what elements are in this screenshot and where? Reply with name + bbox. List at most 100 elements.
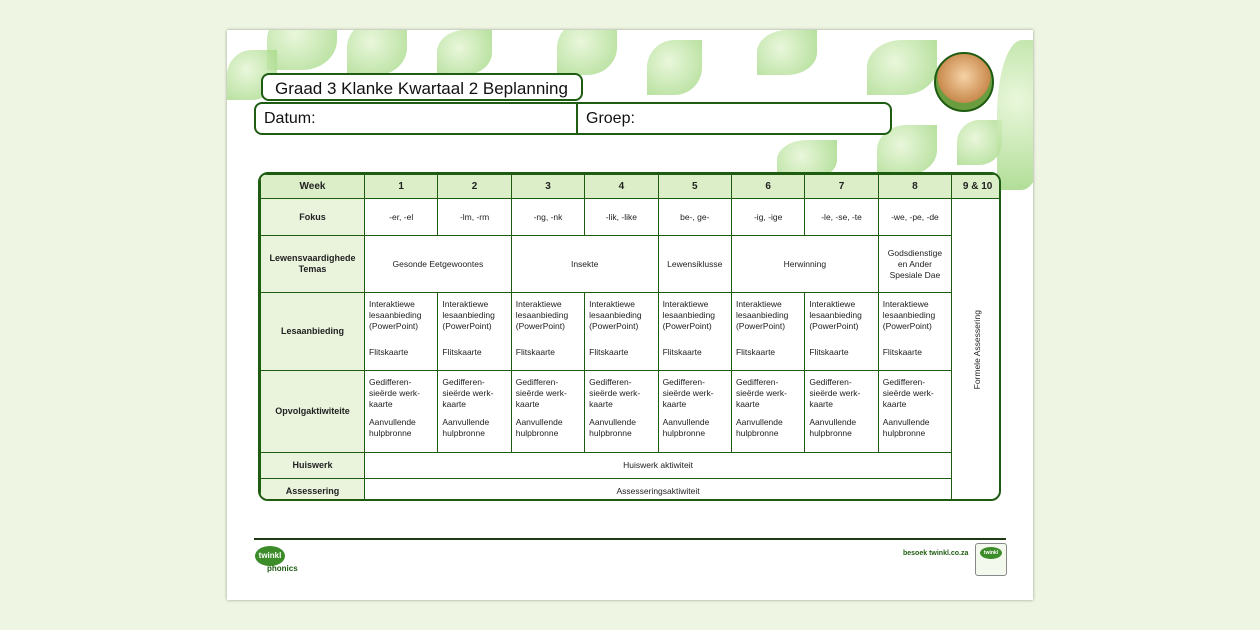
cell-line: Flitskaarte [589,347,629,357]
table-cell: Gedifferen-sieërde werk-kaarte Aanvullend… [437,370,512,453]
header-cell: 6 [730,174,806,199]
cell-line: Interaktiewe lesaanbieding (PowerPoint) [662,299,716,331]
cell-line: Aanvullende hulpbronne [809,417,857,438]
leaf-decoration [867,40,937,95]
leaf-decoration [997,40,1033,190]
cell-line: Aanvullende hulpbronne [442,417,490,438]
table-cell: Lewensiklusse [657,235,732,293]
table-cell: Gedifferen-sieërde werk-kaarte Aanvullend… [584,370,659,453]
row-label: Lesaanbieding [260,292,365,371]
lesaanbieding-row: Lesaanbieding Interaktiewe lesaanbieding… [260,292,1000,371]
cell-line: Aanvullende hulpbronne [882,417,930,438]
table-cell: Gedifferen-sieërde werk-kaarte Aanvullend… [657,370,732,453]
footer-divider [254,538,1006,540]
table-cell: Godsdienstige en Ander Spesiale Dae [877,235,953,293]
table-cell: Interaktiewe lesaanbieding (PowerPoint) F… [584,292,659,371]
table-cell: Interaktiewe lesaanbieding (PowerPoint) F… [877,292,953,371]
cell-line: Gedifferen-sieërde werk-kaarte [662,377,714,409]
website-link[interactable]: besoek twinkl.co.za [903,550,969,557]
page-title: Graad 3 Klanke Kwartaal 2 Beplanning [261,73,583,101]
table-cell: -ng, -nk [510,198,586,236]
cell-line: Gedifferen-sieërde werk-kaarte [442,377,494,409]
table-cell: Interaktiewe lesaanbieding (PowerPoint) F… [437,292,512,371]
header-cell: Week [260,174,365,199]
cell-line: Gedifferen-sieërde werk-kaarte [515,377,567,409]
leaf-decoration [557,30,617,75]
twinkl-phonics-logo: twinkl phonics [255,546,299,574]
cell-line: Aanvullende hulpbronne [662,417,710,438]
cell-line: Interaktiewe lesaanbieding (PowerPoint) [442,299,495,331]
cell-line: Gedifferen-sieërde werk-kaarte [735,377,787,409]
datum-field[interactable]: Datum: [256,104,578,133]
cell-line: Flitskaarte [882,347,922,357]
cell-line: Interaktiewe lesaanbieding (PowerPoint) [515,299,569,331]
cell-line: Gedifferen-sieërde werk-kaarte [369,377,421,409]
header-cell: 7 [804,174,879,199]
leaf-decoration [957,120,1002,165]
leaf-decoration [347,30,407,75]
header-cell: 3 [510,174,586,199]
row-label: Opvolgaktiwiteite [260,370,365,453]
table-cell: -er, -el [363,198,439,236]
groep-field[interactable]: Groep: [586,110,635,127]
table-cell: -we, -pe, -de [877,198,953,236]
cell-line: Interaktiewe lesaanbieding (PowerPoint) [809,299,862,331]
table-cell: Interaktiewe lesaanbieding (PowerPoint) F… [510,292,586,371]
table-cell: Interaktiewe lesaanbieding (PowerPoint) F… [363,292,439,371]
row-label: Fokus [260,198,365,236]
header-cell: 9 & 10 [951,174,999,199]
table-cell: -ig, -ige [730,198,806,236]
leaf-decoration [757,30,817,75]
header-cell: 5 [657,174,732,199]
temas-row: Lewensvaardighede Temas Gesonde Eetgewoo… [260,235,1000,293]
leaf-decoration [647,40,702,95]
table-cell: be-, ge- [657,198,732,236]
cell-line: Gedifferen-sieërde werk-kaarte [589,377,641,409]
header-cell: 1 [363,174,439,199]
assessering-row: Assessering Assesseringsaktiwiteit [260,478,1000,499]
cell-line: Gedifferen-sieërde werk-kaarte [809,377,861,409]
formal-assessment-label: Formele Assessering [972,309,983,390]
cell-line: Flitskaarte [662,347,702,357]
children-avatar-illustration [934,52,994,112]
table-cell: Interaktiewe lesaanbieding (PowerPoint) F… [657,292,732,371]
cell-line: Aanvullende hulpbronne [735,417,783,438]
table-cell: Assesseringsaktiwiteit [363,478,953,499]
table-cell: Gedifferen-sieërde werk-kaarte Aanvullend… [877,370,953,453]
table-cell: Herwinning [730,235,879,293]
table-cell: -lm, -rm [437,198,512,236]
header-row: Week 1 2 3 4 5 6 7 8 9 & 10 [260,174,999,199]
table-cell: Insekte [510,235,659,293]
cell-line: Flitskaarte [369,347,409,357]
cell-line: Interaktiewe lesaanbieding (PowerPoint) [369,299,422,331]
cell-line: Interaktiewe lesaanbieding (PowerPoint) [882,299,936,331]
table-cell: -le, -se, -te [804,198,879,236]
leaf-decoration [437,30,492,75]
table-cell: Gedifferen-sieërde werk-kaarte Aanvullend… [510,370,586,453]
quality-badge: twinkl [975,543,1007,576]
fokus-row: Fokus -er, -el -lm, -rm -ng, -nk -lik, -… [260,198,999,499]
header-cell: 2 [437,174,512,199]
header-cell: 4 [584,174,659,199]
info-bar: Datum: Groep: [254,102,892,135]
cell-line: Interaktiewe lesaanbieding (PowerPoint) [589,299,642,331]
opvolg-row: Opvolgaktiwiteite Gedifferen-sieërde wer… [260,370,1000,453]
row-label: Huiswerk [260,452,365,479]
huiswerk-row: Huiswerk Huiswerk aktiwiteit [260,452,1000,479]
week-9-10-cell: Formele Assessering [951,198,999,499]
table-cell: Interaktiewe lesaanbieding (PowerPoint) F… [730,292,806,371]
cell-line: Flitskaarte [515,347,555,357]
row-label: Lewensvaardighede Temas [260,235,365,293]
planning-table: Week 1 2 3 4 5 6 7 8 9 & 10 Fokus -er, -… [258,172,1001,501]
table-cell: -lik, -like [584,198,659,236]
row-label: Assessering [260,478,365,499]
table-cell: Interaktiewe lesaanbieding (PowerPoint) F… [804,292,879,371]
cell-line: Interaktiewe lesaanbieding (PowerPoint) [735,299,789,331]
table-cell: Huiswerk aktiwiteit [363,452,953,479]
cell-line: Aanvullende hulpbronne [515,417,563,438]
cell-line: Flitskaarte [735,347,776,357]
table-cell: Gedifferen-sieërde werk-kaarte Aanvullend… [730,370,806,453]
cell-line: Aanvullende hulpbronne [589,417,636,438]
table-cell: Gedifferen-sieërde werk-kaarte Aanvullend… [804,370,879,453]
header-cell: 8 [877,174,953,199]
